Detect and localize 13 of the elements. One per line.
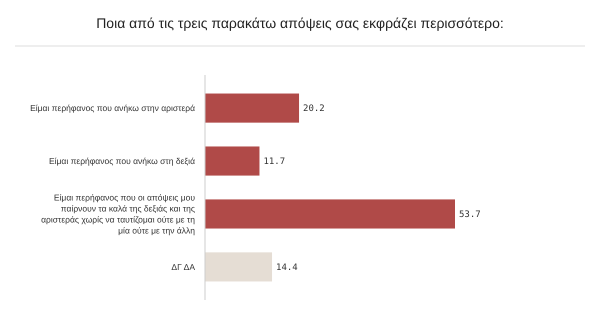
y-tick-label: ΔΓ ΔΑ (171, 262, 196, 272)
data-label: 53.7 (459, 210, 481, 220)
data-label: 14.4 (276, 263, 298, 274)
bar (205, 252, 272, 282)
data-label: 20.2 (303, 104, 325, 114)
bar (205, 199, 455, 229)
y-tick-label: Είμαι περήφανος που οι απόψεις μου παίρνουν τα καλά της δεξιάς και της αριστεράς χωρίς να ταυτίζομαι ούτε με τη μία ούτε με την άλλη (41, 192, 196, 236)
bar (205, 94, 300, 123)
y-tick-label: Είμαι περήφανος που ανήκω στη δεξιά (48, 156, 196, 166)
y-tick-label: Είμαι περήφανος που ανήκω στην αριστερά (30, 103, 196, 114)
data-label: 11.7 (263, 157, 286, 168)
chart-title: Ποια από τις τρεις παρακάτω απόψεις σας εκφράζει περισσότερο: (96, 15, 504, 31)
bar (205, 146, 260, 176)
